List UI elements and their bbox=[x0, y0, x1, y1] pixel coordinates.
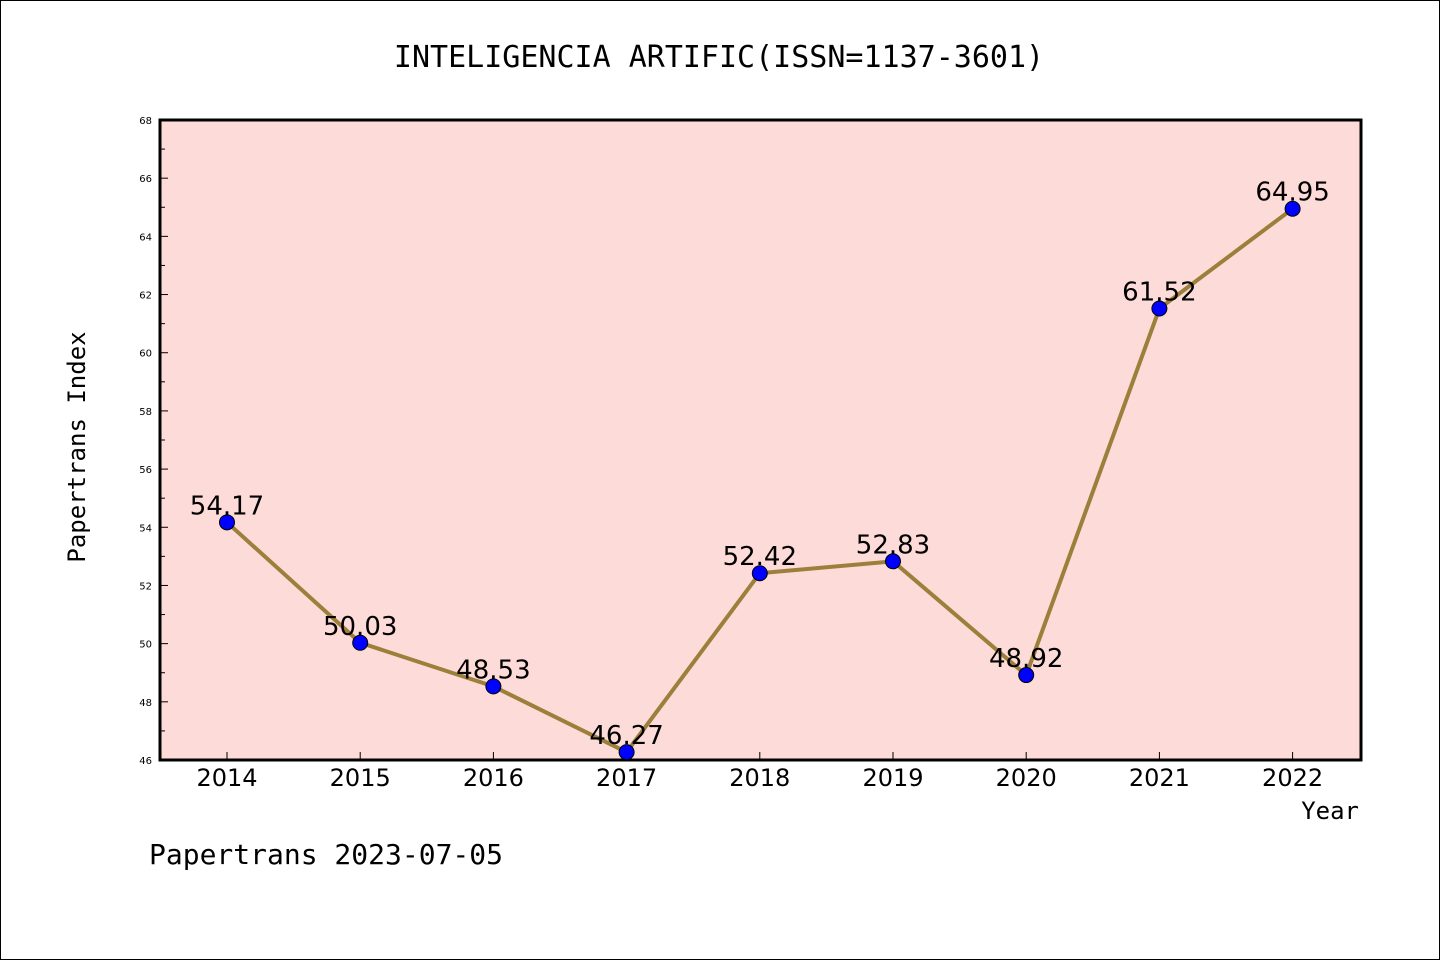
data-point-marker bbox=[751, 565, 768, 582]
data-point-label: 54.17 bbox=[190, 491, 264, 521]
data-point-label: 52.42 bbox=[723, 542, 797, 572]
data-point-marker bbox=[219, 514, 235, 531]
y-tick-label: 46 bbox=[139, 756, 152, 767]
y-tick-label: 66 bbox=[139, 174, 152, 185]
data-point-label: 48.92 bbox=[989, 644, 1063, 674]
y-tick-label: 68 bbox=[139, 116, 152, 127]
y-tick-label: 54 bbox=[139, 523, 152, 534]
data-point-label: 61.52 bbox=[1122, 278, 1196, 308]
data-points bbox=[219, 200, 1301, 761]
footer-date: Papertrans 2023-07-05 bbox=[149, 838, 503, 871]
y-tick-label: 56 bbox=[139, 465, 152, 476]
data-point-marker bbox=[1151, 300, 1168, 317]
x-tick-label: 2021 bbox=[1129, 764, 1190, 792]
data-point-label: 64.95 bbox=[1255, 178, 1329, 208]
y-tick-label: 58 bbox=[139, 407, 152, 418]
data-point-label: 52.83 bbox=[856, 530, 930, 560]
y-tick-label: 64 bbox=[139, 232, 152, 243]
x-tick-label: 2015 bbox=[330, 764, 391, 792]
x-tick-label: 2018 bbox=[729, 764, 790, 792]
y-tick-label: 60 bbox=[139, 349, 152, 360]
data-point-marker bbox=[1284, 200, 1301, 217]
y-tick-label: 48 bbox=[139, 698, 152, 709]
y-tick-label: 52 bbox=[139, 581, 152, 592]
x-axis-label: Year bbox=[1301, 797, 1359, 825]
data-point-label: 46.27 bbox=[589, 721, 663, 751]
x-tick-label: 2014 bbox=[196, 764, 257, 792]
data-labels: 54.17 50.03 48.53 46.27 52.42 52.83 48.92 61.52… bbox=[190, 178, 1330, 751]
data-point-label: 48.53 bbox=[456, 655, 530, 685]
x-tick-label: 2020 bbox=[996, 764, 1057, 792]
y-axis: 46 48 50 52 54 56 58 60 62 64 66 68 bbox=[139, 116, 168, 767]
plot-area bbox=[158, 118, 1363, 762]
data-point-marker bbox=[485, 678, 502, 695]
x-tick-label: 2017 bbox=[596, 764, 657, 792]
data-point-marker bbox=[1018, 667, 1035, 684]
y-tick-label: 50 bbox=[139, 640, 152, 651]
data-point-label: 50.03 bbox=[323, 612, 397, 642]
x-axis: 2014 2015 2016 2017 2018 2019 2020 2021 2022 bbox=[196, 752, 1323, 792]
x-tick-label: 2022 bbox=[1262, 764, 1323, 792]
y-tick-label: 62 bbox=[139, 291, 152, 302]
data-point-marker bbox=[352, 634, 369, 651]
x-tick-label: 2019 bbox=[862, 764, 923, 792]
chart-title: INTELIGENCIA ARTIFIC(ISSN=1137-3601) bbox=[394, 40, 1044, 75]
data-point-marker bbox=[618, 744, 635, 761]
data-point-marker bbox=[885, 553, 901, 570]
y-axis-label: Papertrans Index bbox=[63, 331, 91, 562]
x-tick-label: 2016 bbox=[463, 764, 524, 792]
